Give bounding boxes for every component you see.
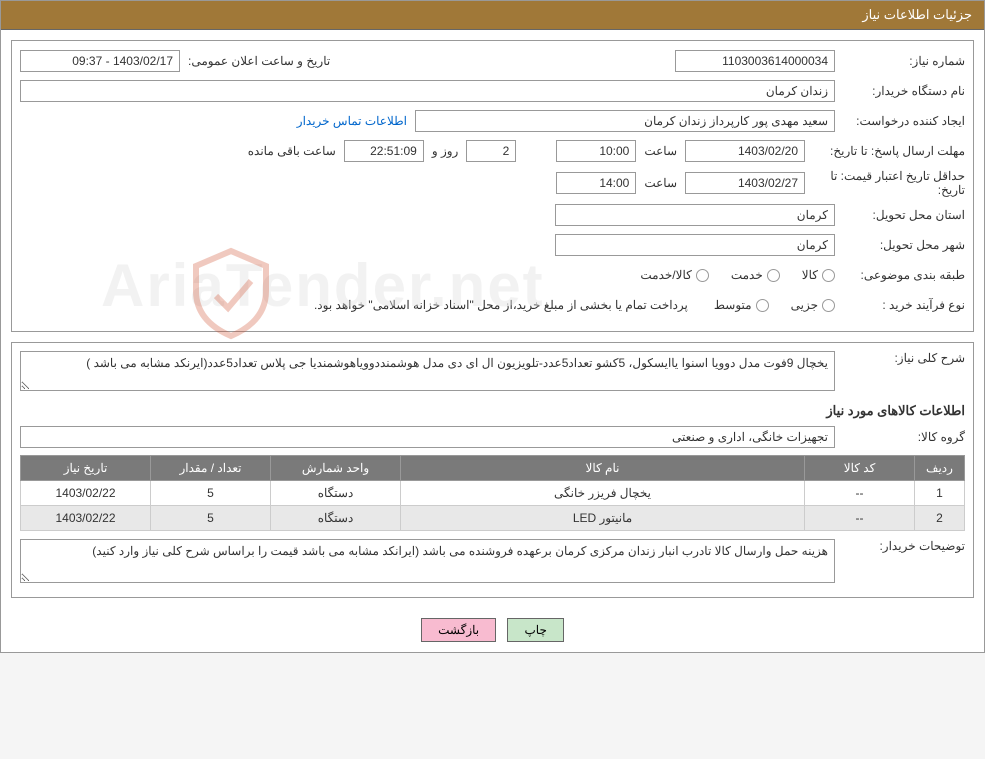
table-cell: 1 — [915, 481, 965, 506]
items-table: ردیف کد کالا نام کالا واحد شمارش تعداد /… — [20, 455, 965, 531]
group-label: گروه کالا: — [835, 430, 965, 444]
delivery-prov-field: کرمان — [555, 204, 835, 226]
col-date: تاریخ نیاز — [21, 456, 151, 481]
delivery-prov-label: استان محل تحویل: — [835, 208, 965, 222]
table-cell: 1403/02/22 — [21, 481, 151, 506]
contact-link[interactable]: اطلاعات تماس خریدار — [297, 114, 415, 128]
buyer-org-label: نام دستگاه خریدار: — [835, 84, 965, 98]
need-number-field: 1103003614000034 — [675, 50, 835, 72]
purchase-note: پرداخت تمام یا بخشی از مبلغ خرید،از محل … — [314, 298, 696, 312]
announce-field: 1403/02/17 - 09:37 — [20, 50, 180, 72]
category-label: طبقه بندی موضوعی: — [835, 268, 965, 282]
cat-goods-label: کالا — [802, 268, 818, 282]
table-cell: 5 — [151, 506, 271, 531]
table-row: 1--یخچال فریزر خانگیدستگاه51403/02/22 — [21, 481, 965, 506]
countdown-field: 22:51:09 — [344, 140, 424, 162]
col-code: کد کالا — [805, 456, 915, 481]
radio-service[interactable] — [767, 269, 780, 282]
table-cell: -- — [805, 506, 915, 531]
buyer-notes-textarea[interactable]: هزینه حمل وارسال کالا تادرب انبار زندان … — [20, 539, 835, 583]
radio-minor[interactable] — [822, 299, 835, 312]
need-number-label: شماره نیاز: — [835, 54, 965, 68]
summary-textarea[interactable]: یخچال 9فوت مدل دوویا اسنوا یاایسکول، 5کش… — [20, 351, 835, 391]
requester-field: سعید مهدی پور کارپرداز زندان کرمان — [415, 110, 835, 132]
announce-label: تاریخ و ساعت اعلان عمومی: — [180, 54, 338, 68]
category-radios: کالا خدمت کالا/خدمت — [622, 268, 835, 282]
table-cell: یخچال فریزر خانگی — [401, 481, 805, 506]
col-name: نام کالا — [401, 456, 805, 481]
summary-label: شرح کلی نیاز: — [835, 351, 965, 365]
table-cell: مانیتور LED — [401, 506, 805, 531]
purchase-type-label: نوع فرآیند خرید : — [835, 298, 965, 312]
page-title: جزئیات اطلاعات نیاز — [1, 1, 984, 30]
deadline-label: مهلت ارسال پاسخ: تا تاریخ: — [805, 144, 965, 158]
radio-goods[interactable] — [822, 269, 835, 282]
radio-medium[interactable] — [756, 299, 769, 312]
group-field: تجهیزات خانگی، اداری و صنعتی — [20, 426, 835, 448]
table-cell: دستگاه — [271, 506, 401, 531]
deadline-time-field: 10:00 — [556, 140, 636, 162]
print-button[interactable]: چاپ — [507, 618, 563, 642]
table-cell: -- — [805, 481, 915, 506]
table-cell: 1403/02/22 — [21, 506, 151, 531]
pt-medium-label: متوسط — [714, 298, 752, 312]
table-cell: 2 — [915, 506, 965, 531]
radio-goods-service[interactable] — [696, 269, 709, 282]
days-field: 2 — [466, 140, 516, 162]
days-label: روز و — [424, 144, 467, 158]
cat-service-label: خدمت — [731, 268, 763, 282]
details-section: شماره نیاز: 1103003614000034 تاریخ و ساع… — [11, 40, 974, 332]
col-row: ردیف — [915, 456, 965, 481]
cat-gs-label: کالا/خدمت — [640, 268, 691, 282]
deadline-date-field: 1403/02/20 — [685, 140, 805, 162]
table-cell: دستگاه — [271, 481, 401, 506]
hour-label-1: ساعت — [636, 144, 685, 158]
back-button[interactable]: بازگشت — [421, 618, 496, 642]
col-qty: تعداد / مقدار — [151, 456, 271, 481]
purchase-type-radios: جزیی متوسط — [696, 298, 835, 312]
price-valid-date-field: 1403/02/27 — [685, 172, 805, 194]
pt-minor-label: جزیی — [791, 298, 818, 312]
buyer-org-field: زندان کرمان — [20, 80, 835, 102]
button-row: چاپ بازگشت — [1, 608, 984, 652]
price-valid-label: حداقل تاریخ اعتبار قیمت: تا تاریخ: — [805, 169, 965, 197]
hour-label-2: ساعت — [636, 176, 685, 190]
price-valid-time-field: 14:00 — [556, 172, 636, 194]
items-section: شرح کلی نیاز: یخچال 9فوت مدل دوویا اسنوا… — [11, 342, 974, 598]
buyer-notes-label: توضیحات خریدار: — [835, 539, 965, 553]
col-unit: واحد شمارش — [271, 456, 401, 481]
items-header: اطلاعات کالاهای مورد نیاز — [20, 397, 965, 425]
remaining-label: ساعت باقی مانده — [240, 144, 344, 158]
delivery-city-field: کرمان — [555, 234, 835, 256]
table-row: 2--مانیتور LEDدستگاه51403/02/22 — [21, 506, 965, 531]
delivery-city-label: شهر محل تحویل: — [835, 238, 965, 252]
requester-label: ایجاد کننده درخواست: — [835, 114, 965, 128]
table-cell: 5 — [151, 481, 271, 506]
